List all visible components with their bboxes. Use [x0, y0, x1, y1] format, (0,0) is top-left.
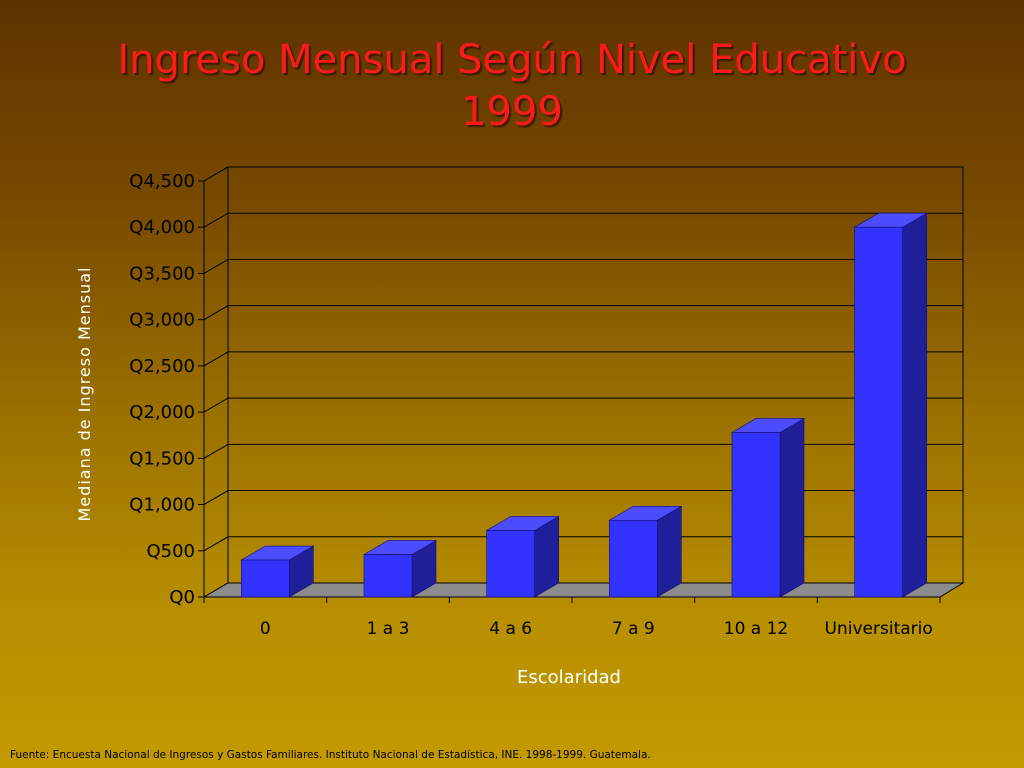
- y-tick-label: Q3,500: [129, 263, 195, 284]
- bar-front: [731, 432, 781, 598]
- y-tick-label: Q500: [146, 541, 195, 562]
- bar: [485, 515, 560, 598]
- x-tick-label: 7 a 9: [612, 619, 655, 639]
- chart-floor-plane: [202, 582, 965, 598]
- page-title-line1: Ingreso Mensual Según Nivel Educativo: [117, 37, 907, 83]
- x-tick-label: 10 a 12: [724, 619, 789, 639]
- x-axis-title: Escolaridad: [517, 667, 621, 688]
- x-tick-label: Universitario: [825, 619, 933, 639]
- bar-side: [779, 417, 805, 598]
- y-tick-label: Q0: [169, 587, 195, 608]
- y-axis-ticks: Q0 Q500 Q1,000 Q1,500 Q2,000 Q2,500 Q3,000 Q3,5…: [129, 171, 205, 608]
- y-tick-label: Q2,500: [129, 356, 195, 377]
- bar: [730, 417, 806, 598]
- bar-front: [609, 519, 658, 598]
- bar-side: [657, 505, 682, 598]
- chart-back-wall: [227, 166, 964, 584]
- y-tick-label: Q2,000: [129, 402, 195, 423]
- source-note: Fuente: Encuesta Nacional de Ingresos y …: [10, 749, 651, 761]
- y-tick-label: Q4,500: [129, 171, 195, 192]
- x-tick-label: 4 a 6: [489, 619, 532, 639]
- gridline: [203, 166, 963, 182]
- bar: [240, 545, 315, 598]
- gridline: [203, 212, 963, 228]
- gridline: [203, 351, 963, 367]
- y-tick-label: Q1,500: [129, 448, 195, 469]
- chart-gridlines: [203, 166, 963, 552]
- bar-front: [241, 559, 290, 598]
- x-tick-label: 1 a 3: [367, 619, 410, 639]
- chart-side-wall: [203, 166, 229, 598]
- x-tick-label: 0: [260, 619, 271, 639]
- chart-walls: [203, 166, 964, 598]
- gridline: [203, 536, 963, 552]
- y-tick-label: Q1,000: [129, 495, 195, 516]
- gridline: [203, 305, 963, 321]
- bar: [853, 212, 928, 598]
- x-axis-ticks: 0 1 a 3 4 a 6 7 a 9 10 a 12 Universitario: [203, 596, 941, 639]
- y-tick-label: Q4,000: [129, 217, 195, 238]
- gridline: [203, 490, 963, 505]
- y-axis-title: Mediana de Ingreso Mensual: [75, 267, 94, 522]
- bar: [608, 505, 683, 598]
- gridline: [203, 258, 963, 274]
- bar-side: [902, 212, 927, 598]
- gridline: [203, 397, 963, 413]
- chart-bars: [240, 212, 928, 598]
- bar: [362, 539, 438, 598]
- y-tick-label: Q3,000: [129, 310, 195, 331]
- bar-front: [486, 530, 535, 598]
- gridline: [203, 443, 963, 459]
- page-title: Ingreso Mensual Según Nivel Educativo 19…: [0, 34, 1024, 138]
- page-title-line2: 1999: [461, 89, 563, 135]
- bar-front: [854, 226, 903, 598]
- chart-floor: [202, 582, 965, 598]
- bar-front: [363, 554, 413, 598]
